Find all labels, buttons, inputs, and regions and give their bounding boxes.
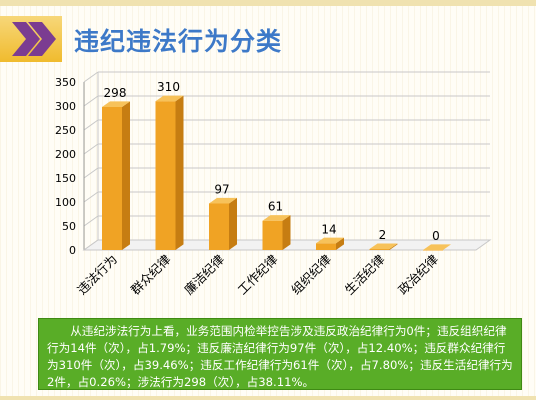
data-label: 14 [321, 222, 336, 236]
bar-side [389, 243, 398, 250]
bar [102, 106, 122, 251]
data-label: 97 [214, 182, 229, 196]
bar-top [316, 237, 344, 244]
bar [262, 220, 283, 250]
bar [209, 203, 229, 250]
x-tick-label: 生活纪律 [342, 252, 388, 298]
y-tick-label: 300 [55, 100, 76, 113]
bar-top [423, 244, 451, 250]
data-label: 0 [432, 229, 440, 243]
y-tick-label: 0 [69, 244, 76, 257]
bar-side [282, 215, 291, 250]
x-tick-label: 工作纪律 [235, 252, 281, 298]
bar-top [102, 101, 130, 107]
data-label: 61 [268, 200, 283, 214]
gridline-depth [83, 167, 99, 179]
double-chevron-right-icon [0, 16, 62, 62]
bar-top [155, 95, 184, 102]
bar [423, 250, 443, 251]
x-tick-label: 群众纪律 [128, 252, 174, 298]
y-tick-label: 100 [55, 196, 76, 209]
slide-header: 违纪违法行为分类 [0, 8, 536, 64]
y-tick-label: 350 [55, 76, 76, 89]
x-tick-label: 违法行为 [74, 252, 120, 298]
data-label: 310 [157, 80, 180, 94]
bar [369, 249, 390, 250]
summary-text: 从违纪涉法行为上看，业务范围内检举控告涉及违反政治纪律行为0件；违反组织纪律行为… [47, 324, 513, 389]
y-tick-label: 200 [55, 148, 76, 161]
bar-chart: 0 50 100 150 200 250 300 350 298 违法行为 310 群众纪律 97 廉洁纪… [55, 71, 492, 298]
gridline-depth [83, 119, 99, 131]
bar-top [369, 243, 398, 250]
bar-side [175, 95, 184, 250]
gridline-depth [83, 71, 99, 83]
x-tick-label: 政治纪律 [395, 252, 441, 298]
bar [316, 243, 336, 250]
x-tick-label: 廉洁纪律 [181, 252, 227, 298]
bar-side [336, 237, 344, 250]
data-label: 2 [379, 228, 387, 242]
bar-top [209, 197, 237, 204]
gridline-depth [83, 191, 99, 203]
summary-textbox: 从违纪涉法行为上看，业务范围内检举控告涉及违反政治纪律行为0件；违反组织纪律行为… [38, 318, 522, 390]
y-tick-label: 250 [55, 124, 76, 137]
gridline-depth [83, 95, 99, 107]
data-label: 298 [104, 86, 127, 100]
bar-side [122, 101, 130, 250]
bar [155, 101, 176, 250]
bottom-decor-band [0, 396, 536, 400]
top-decor-band [0, 0, 536, 6]
y-tick-label: 150 [55, 172, 76, 185]
y-tick-label: 50 [62, 220, 76, 233]
gridline-depth [83, 143, 99, 155]
bar-top [262, 215, 291, 221]
gridline-depth [83, 215, 99, 227]
page-title: 违纪违法行为分类 [74, 27, 283, 56]
x-tick-label: 组织纪律 [288, 252, 334, 298]
bar-side [229, 197, 237, 250]
